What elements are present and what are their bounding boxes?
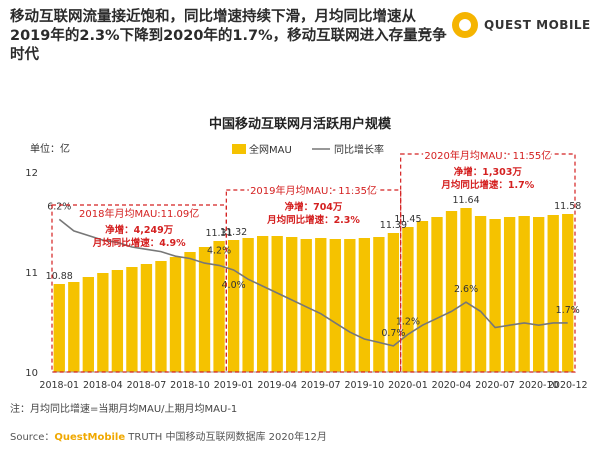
growth-value-label: 0.7% (381, 328, 405, 339)
bar-value-label: 10.88 (46, 271, 73, 282)
x-tick-label: 2019-07 (301, 380, 341, 391)
x-tick-label: 2019-01 (214, 380, 254, 391)
bar (358, 238, 371, 372)
bar (97, 273, 109, 372)
annotation-box (400, 153, 576, 373)
growth-line (58, 218, 568, 347)
legend-label-mau: 全网MAU (249, 143, 292, 156)
x-tick-label: 2020-12 (548, 380, 588, 391)
bar (126, 267, 138, 372)
y-tick-label: 12 (25, 168, 38, 179)
annotation-title: 2019年月均MAU：11.35亿 (250, 184, 377, 197)
bar (198, 247, 211, 372)
growth-value-label: 4.2% (207, 245, 231, 256)
brand-text: QUEST MOBILE (484, 18, 591, 32)
source-rest: TRUTH 中国移动互联网数据库 2020年12月 (125, 432, 327, 443)
bar (416, 221, 429, 372)
bar (271, 236, 283, 372)
footnote: 注：月均同比增速=当期月均MAU/上期月均MAU-1 (10, 404, 238, 415)
bar (184, 252, 196, 372)
annotation-box (51, 204, 227, 373)
bar-value-label: 11.39 (380, 220, 407, 231)
bar-value-label: 11.31 (205, 228, 232, 239)
growth-value-label: 2.6% (454, 284, 478, 295)
brand-mark-icon (452, 12, 478, 38)
chart-title: 中国移动互联网月活跃用户规模 (209, 116, 392, 132)
x-tick-label: 2020-10 (519, 380, 559, 391)
page-headline: 移动互联网流量接近饱和，同比增速持续下滑，月均同比增速从2019年的2.3%下降… (10, 9, 447, 63)
y-tick-label: 10 (25, 368, 38, 379)
bar (227, 240, 240, 372)
annotation-box (225, 189, 402, 373)
legend-label-growth: 同比增长率 (334, 143, 384, 156)
x-tick-label: 2020-04 (432, 380, 472, 391)
bar (68, 282, 80, 372)
annotation-detail: 月均同比增速：4.9% (92, 237, 186, 249)
x-tick-label: 2018-01 (39, 380, 79, 391)
unit-label: 单位：亿 (30, 142, 70, 155)
bar (315, 238, 327, 372)
bar (373, 237, 385, 372)
source-brand: QuestMobile (54, 432, 126, 443)
bar (431, 217, 443, 372)
x-tick-label: 2020-07 (475, 380, 515, 391)
bar-value-label: 11.64 (452, 195, 479, 206)
bar (111, 270, 124, 372)
bar (53, 284, 65, 372)
bar (256, 236, 269, 372)
bar (402, 227, 414, 372)
bar (489, 219, 501, 372)
bar (503, 217, 516, 372)
growth-value-label: 1.7% (556, 305, 580, 316)
bar-value-label: 11.32 (220, 227, 247, 238)
annotation-title: 2020年月均MAU：11.55亿 (424, 149, 551, 162)
x-tick-label: 2018-04 (83, 380, 123, 391)
x-tick-label: 2018-10 (170, 380, 210, 391)
annotation-detail: 净增：4,249万 (105, 224, 174, 236)
annotation-detail: 净增：1,303万 (454, 166, 523, 178)
bar (562, 214, 574, 372)
bar (155, 261, 167, 372)
bar (300, 239, 312, 372)
annotation-title: 2018年月均MAU:11.09亿 (79, 207, 199, 220)
brand-logo: QUEST MOBILE (452, 12, 591, 38)
bar (213, 241, 225, 372)
bar-value-label: 11.58 (554, 201, 581, 212)
annotation-detail: 月均同比增速：1.7% (440, 179, 534, 191)
y-tick-label: 11 (25, 268, 38, 279)
growth-value-label: 1.2% (396, 316, 420, 327)
bar-value-label: 11.45 (394, 214, 421, 225)
x-tick-label: 2020-01 (388, 380, 428, 391)
bar (460, 208, 472, 372)
bar (286, 237, 298, 372)
bar (547, 215, 559, 372)
bar (387, 233, 400, 372)
bar (533, 217, 545, 372)
legend-swatch-bar (232, 144, 246, 154)
bar (140, 264, 153, 372)
annotation-detail: 净增：704万 (285, 201, 343, 213)
bar (445, 211, 458, 372)
x-tick-label: 2019-10 (344, 380, 384, 391)
source-prefix: Source： (10, 432, 55, 443)
bar (82, 277, 94, 372)
bar (518, 216, 530, 372)
bar (329, 239, 341, 372)
x-tick-label: 2019-04 (257, 380, 297, 391)
growth-value-label: 4.0% (222, 280, 246, 291)
bar (169, 257, 182, 372)
bar (474, 216, 487, 372)
bar (344, 239, 356, 372)
bar (242, 238, 254, 372)
annotation-detail: 月均同比增速：2.3% (266, 214, 360, 226)
source-line: Source：QuestMobile TRUTH 中国移动互联网数据库 2020… (10, 428, 327, 443)
growth-value-label: 6.2% (47, 201, 71, 212)
x-tick-label: 2018-07 (127, 380, 167, 391)
